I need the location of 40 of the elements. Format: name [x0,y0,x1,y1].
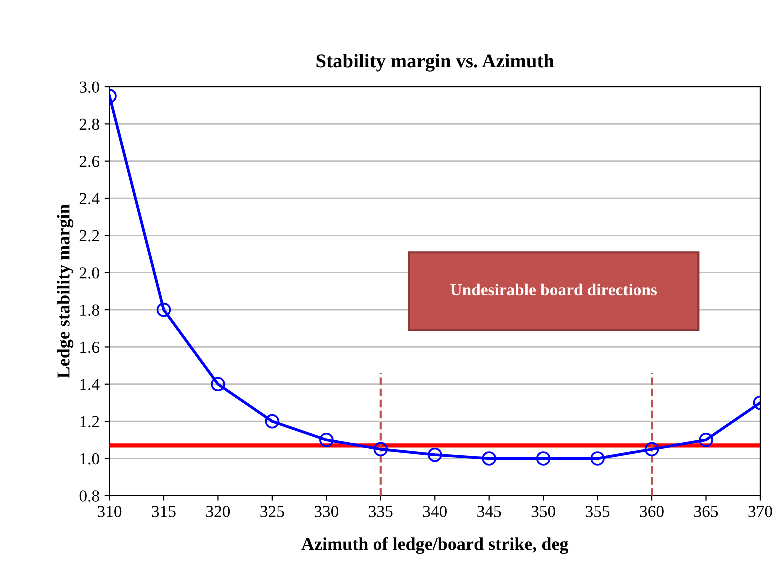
y-tick-label: 2.2 [80,230,100,242]
y-tick-label: 3.0 [80,82,100,94]
point [644,442,660,457]
point [320,432,334,448]
y-tick-label: 1.8 [80,304,100,316]
chart-title: Stability margin vs. Azimuth [316,54,554,72]
annotation: Undesirable board directions [450,284,658,296]
point [265,414,280,429]
y-tick-label: 0.8 [80,490,100,502]
x-tick-label: 360 [640,506,664,518]
y-tick-label: 2.4 [80,193,100,205]
y-tick-label: 1.4 [80,379,100,390]
x-tick-label: 340 [423,506,447,518]
x-tick-label: 350 [532,506,556,518]
y-tick-label: 1.0 [80,453,100,465]
x-tick-label: 310 [98,506,122,518]
y-tick-label: 2.8 [80,118,100,130]
x-tick-label: 330 [314,506,339,518]
x-tick-label: 325 [260,506,284,518]
point [374,442,388,457]
x-tick-label: 355 [586,506,610,518]
x-tick-label: 315 [152,506,176,518]
x-axis-title: Azimuth of ledge/board strike, deg [302,537,569,554]
point [428,448,442,462]
point [590,452,605,466]
point [482,452,496,466]
x-tick-label: 370 [748,506,772,518]
x-tick-label: 365 [694,506,718,518]
point [699,432,714,448]
y-tick-label: 2.6 [80,156,100,168]
y-tick-label: 1.2 [80,416,100,428]
x-tick-label: 320 [206,506,230,518]
y-tick-label: 1.6 [80,342,100,354]
point [211,377,226,392]
y-tick-label: 2.0 [80,268,100,279]
point [536,452,551,466]
point [156,302,172,318]
x-tick-label: 345 [478,506,502,518]
y-axis-title: Ledge stability margin [57,204,74,378]
x-tick-label: 335 [369,506,393,518]
